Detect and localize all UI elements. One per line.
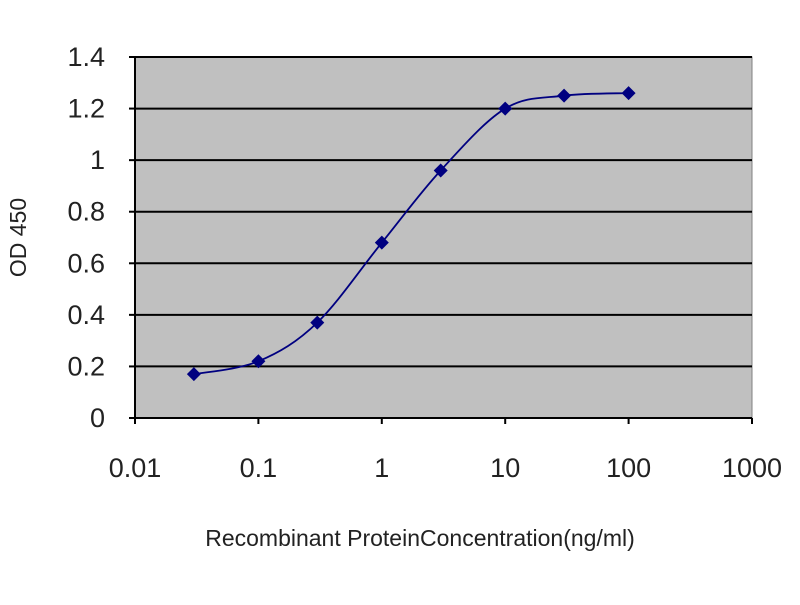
y-tick-label: 1 <box>90 145 105 175</box>
y-tick-label: 0.6 <box>67 248 105 278</box>
y-tick-labels: 0 0.2 0.4 0.6 0.8 1 1.2 1.4 <box>67 42 105 433</box>
data-point <box>374 235 389 250</box>
data-point <box>621 86 636 101</box>
data-point <box>251 354 266 369</box>
data-point <box>498 101 513 116</box>
data-point <box>186 367 201 382</box>
axes <box>129 56 753 424</box>
data-point <box>557 88 572 103</box>
y-tick-label: 0 <box>90 403 105 433</box>
series-line-group <box>193 92 629 376</box>
y-tick-label: 1.2 <box>67 94 105 124</box>
x-tick-label: 10 <box>490 453 520 483</box>
y-tick-label: 1.4 <box>67 42 105 72</box>
x-tick-label: 0.01 <box>109 453 162 483</box>
x-tick-label: 1000 <box>722 453 782 483</box>
grid-lines <box>135 56 752 368</box>
x-tick-label: 1 <box>374 453 389 483</box>
x-tick-labels: 0.01 0.1 1 10 100 1000 <box>109 453 782 483</box>
x-axis-title: Recombinant ProteinConcentration(ng/ml) <box>205 525 635 551</box>
y-tick-label: 0.2 <box>67 351 105 381</box>
data-points <box>186 86 636 382</box>
y-tick-label: 0.8 <box>67 197 105 227</box>
y-axis-title: OD 450 <box>5 198 31 277</box>
series-line <box>193 92 629 376</box>
x-tick-label: 0.1 <box>240 453 278 483</box>
data-point <box>310 315 325 330</box>
data-point <box>433 163 448 178</box>
plot-area <box>134 56 753 419</box>
x-tick-label: 100 <box>606 453 651 483</box>
y-tick-label: 0.4 <box>67 300 105 330</box>
